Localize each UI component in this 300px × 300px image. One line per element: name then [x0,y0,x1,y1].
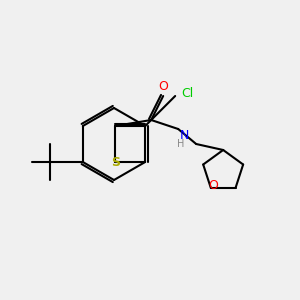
Text: S: S [111,155,120,169]
Text: H: H [178,139,185,149]
Text: O: O [208,179,218,192]
Text: N: N [179,128,189,142]
Text: Cl: Cl [181,86,194,100]
Text: O: O [158,80,168,94]
